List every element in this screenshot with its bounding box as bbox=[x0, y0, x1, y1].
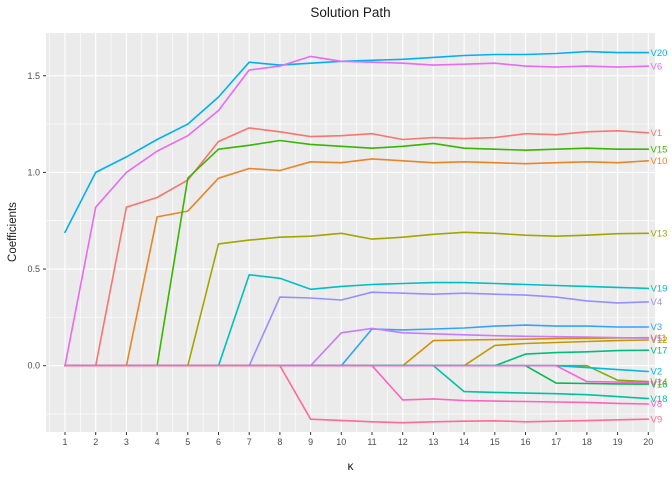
series-label-V10: V10 bbox=[651, 156, 668, 167]
series-label-V6: V6 bbox=[651, 61, 663, 72]
x-tick-label: 9 bbox=[308, 437, 313, 447]
panel-background bbox=[46, 33, 655, 432]
series-label-V18: V18 bbox=[651, 394, 668, 405]
series-label-V8: V8 bbox=[651, 399, 663, 410]
series-label-V14: V14 bbox=[651, 377, 668, 388]
x-tick-label: 10 bbox=[336, 437, 346, 447]
series-line-V6 bbox=[64, 55, 650, 367]
series-line-V9 bbox=[64, 364, 650, 424]
series-label-V12: V12 bbox=[651, 335, 668, 346]
x-tick-label: 19 bbox=[613, 437, 623, 447]
series-line-V20 bbox=[64, 50, 650, 234]
x-tick-label: 7 bbox=[247, 437, 252, 447]
x-tick-label: 12 bbox=[398, 437, 408, 447]
x-tick-label: 8 bbox=[277, 437, 282, 447]
x-tick-label: 1 bbox=[62, 437, 67, 447]
series-label-V3: V3 bbox=[651, 322, 663, 333]
x-tick-label: 2 bbox=[93, 437, 98, 447]
x-tick-label: 4 bbox=[155, 437, 160, 447]
x-tick-label: 5 bbox=[185, 437, 190, 447]
series-label-V11: V11 bbox=[651, 333, 667, 344]
series-label-V1: V1 bbox=[651, 128, 663, 139]
x-tick-label: 18 bbox=[582, 437, 592, 447]
x-tick-label: 6 bbox=[216, 437, 221, 447]
series-line-V15 bbox=[64, 139, 650, 367]
series-line-V1 bbox=[64, 127, 650, 367]
y-tick-label: 0.5 bbox=[27, 264, 40, 274]
series-label-V5: V5 bbox=[651, 333, 663, 344]
series-line-V10 bbox=[64, 158, 650, 367]
series-label-V7: V7 bbox=[651, 378, 663, 389]
x-axis-title: κ bbox=[347, 459, 354, 473]
series-label-V20: V20 bbox=[651, 48, 668, 59]
y-tick-label: 1.0 bbox=[27, 167, 40, 177]
x-tick-label: 17 bbox=[551, 437, 561, 447]
x-tick-label: 14 bbox=[459, 437, 469, 447]
x-tick-label: 20 bbox=[643, 437, 653, 447]
chart-title: Solution Path bbox=[310, 5, 391, 20]
series-label-V2: V2 bbox=[651, 367, 663, 378]
series-label-V4: V4 bbox=[651, 297, 663, 308]
x-tick-label: 16 bbox=[520, 437, 530, 447]
x-tick-label: 3 bbox=[124, 437, 129, 447]
series-label-V16: V16 bbox=[651, 379, 668, 390]
x-tick-label: 11 bbox=[367, 437, 376, 447]
series-label-V19: V19 bbox=[651, 284, 668, 295]
series-label-V13: V13 bbox=[651, 228, 668, 239]
series-label-V9: V9 bbox=[651, 414, 663, 425]
series-label-V15: V15 bbox=[651, 144, 668, 155]
y-tick-label: 1.5 bbox=[27, 71, 40, 81]
x-tick-label: 15 bbox=[490, 437, 500, 447]
y-tick-label: 0.0 bbox=[27, 361, 40, 371]
x-tick-label: 13 bbox=[428, 437, 438, 447]
series-label-V17: V17 bbox=[651, 345, 668, 356]
